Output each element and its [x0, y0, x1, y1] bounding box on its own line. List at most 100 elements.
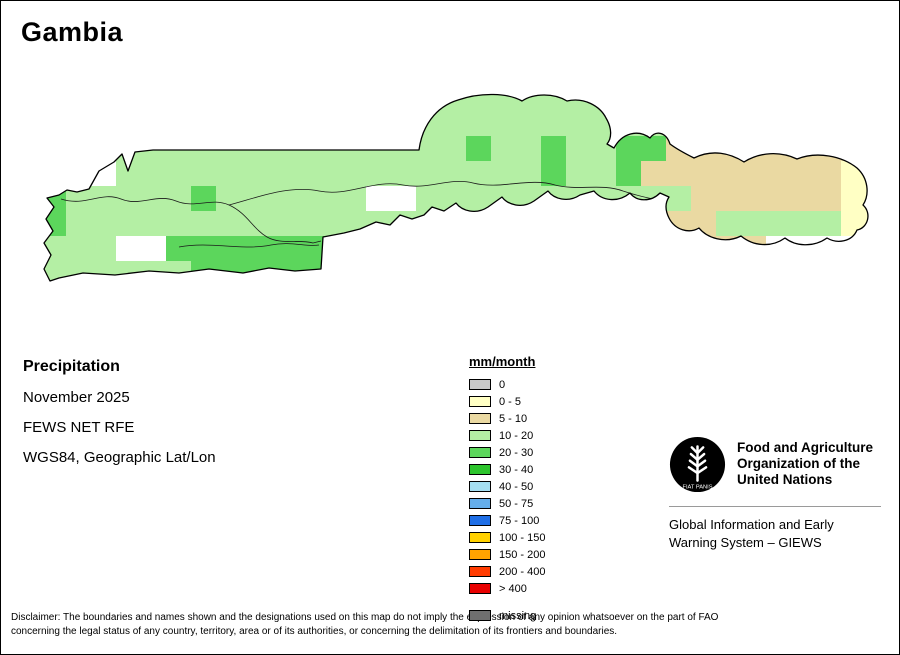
- raster-cell: [191, 161, 216, 186]
- raster-cell: [66, 211, 91, 236]
- raster-cell: [516, 136, 541, 161]
- legend-swatch: [469, 566, 491, 577]
- raster-cell: [166, 236, 191, 261]
- raster-cell: [316, 236, 341, 261]
- legend-entry-4: 20 - 30: [469, 444, 545, 461]
- precipitation-label: Precipitation: [23, 358, 120, 375]
- raster-cell: [566, 161, 591, 186]
- raster-cell: [266, 261, 291, 281]
- raster-cell: [566, 136, 591, 161]
- map-legend: mm/month 0 0 - 5 5 - 10 10 - 20 20 - 30 30 - …: [469, 354, 545, 624]
- raster-cell: [816, 161, 841, 186]
- raster-cell: [866, 211, 868, 236]
- raster-cell: [341, 236, 366, 261]
- raster-cell: [91, 161, 116, 186]
- raster-cell: [741, 211, 766, 236]
- legend-swatch: [469, 610, 491, 621]
- raster-cell: [816, 211, 841, 236]
- raster-cell: [191, 186, 216, 211]
- fao-org-line: United Nations: [737, 472, 833, 487]
- raster-cell: [141, 261, 166, 281]
- legend-entry-0: 0: [469, 376, 545, 393]
- legend-entries: 0 0 - 5 5 - 10 10 - 20 20 - 30 30 - 40 40 - 50…: [469, 376, 545, 624]
- fao-org-name: Food and Agriculture Organization of the…: [737, 436, 873, 493]
- raster-cell: [466, 136, 491, 161]
- raster-cell: [691, 236, 716, 261]
- raster-cell: [291, 211, 316, 236]
- raster-cell: [291, 261, 316, 281]
- raster-cell: [616, 161, 641, 186]
- legend-label: 200 - 400: [499, 565, 546, 578]
- raster-cell: [216, 261, 241, 281]
- raster-cell: [266, 136, 291, 161]
- legend-label: 5 - 10: [499, 412, 528, 425]
- legend-label: 0 - 5: [499, 395, 522, 408]
- raster-cell: [216, 211, 241, 236]
- raster-cell: [141, 136, 166, 161]
- legend-swatch: [469, 498, 491, 509]
- raster-cell: [241, 161, 266, 186]
- disclaimer: Disclaimer: The boundaries and names sho…: [11, 611, 883, 639]
- disclaimer-line: Disclaimer: The boundaries and names sho…: [11, 612, 719, 623]
- fao-org-line: Food and Agriculture: [737, 440, 873, 455]
- raster-cell: [91, 236, 116, 261]
- raster-cell: [116, 161, 141, 186]
- raster-cell: [44, 161, 66, 186]
- legend-label: missing: [499, 609, 537, 622]
- legend-entry-9: 100 - 150: [469, 529, 545, 546]
- raster-cell: [466, 161, 491, 186]
- legend-label: 75 - 100: [499, 514, 540, 527]
- raster-cell: [791, 161, 816, 186]
- raster-cell: [591, 136, 616, 161]
- legend-entry-11: 200 - 400: [469, 563, 545, 580]
- wheat-ear-icon: [687, 445, 708, 482]
- raster-cell: [166, 161, 191, 186]
- raster-cell: [541, 94, 566, 111]
- raster-cell: [241, 211, 266, 236]
- raster-cell: [466, 211, 491, 236]
- raster-cell: [291, 136, 316, 161]
- raster-cell: [491, 94, 516, 111]
- raster-cell: [641, 211, 666, 236]
- raster-cell: [491, 111, 516, 136]
- precipitation-raster-grid: [44, 94, 868, 281]
- raster-cell: [191, 211, 216, 236]
- raster-cell: [491, 161, 516, 186]
- raster-cell: [416, 186, 441, 211]
- raster-cell: [216, 161, 241, 186]
- raster-cell: [44, 211, 66, 236]
- river-line: [228, 181, 664, 206]
- legend-label: > 400: [499, 582, 527, 595]
- raster-cell: [166, 211, 191, 236]
- raster-cell: [316, 186, 341, 211]
- raster-cell: [866, 136, 868, 161]
- legend-entry-12: > 400: [469, 580, 545, 597]
- page-title: Gambia: [21, 17, 124, 47]
- legend-entry-5: 30 - 40: [469, 461, 545, 478]
- raster-cell: [341, 186, 366, 211]
- raster-cell: [166, 186, 191, 211]
- raster-cell: [266, 236, 291, 261]
- river-line: [60, 196, 322, 244]
- raster-cell: [791, 211, 816, 236]
- raster-cell: [366, 161, 391, 186]
- raster-cell: [866, 186, 868, 211]
- raster-cell: [466, 94, 491, 111]
- raster-cell: [516, 161, 541, 186]
- raster-cell: [116, 136, 141, 161]
- raster-cell: [316, 136, 341, 161]
- giews-label: Global Information and Early Warning Sys…: [669, 516, 881, 552]
- legend-swatch: [469, 396, 491, 407]
- raster-cell: [716, 186, 741, 211]
- raster-cell: [866, 161, 868, 186]
- legend-swatch: [469, 549, 491, 560]
- map-date: November 2025: [23, 389, 130, 406]
- raster-cell: [616, 111, 641, 136]
- legend-entry-13: missing: [469, 607, 545, 624]
- fao-block: FIAT PANIS Food and Agriculture Organiza…: [669, 436, 881, 552]
- raster-cell: [791, 186, 816, 211]
- raster-cell: [566, 94, 591, 111]
- raster-cell: [666, 136, 691, 161]
- raster-cell: [391, 161, 416, 186]
